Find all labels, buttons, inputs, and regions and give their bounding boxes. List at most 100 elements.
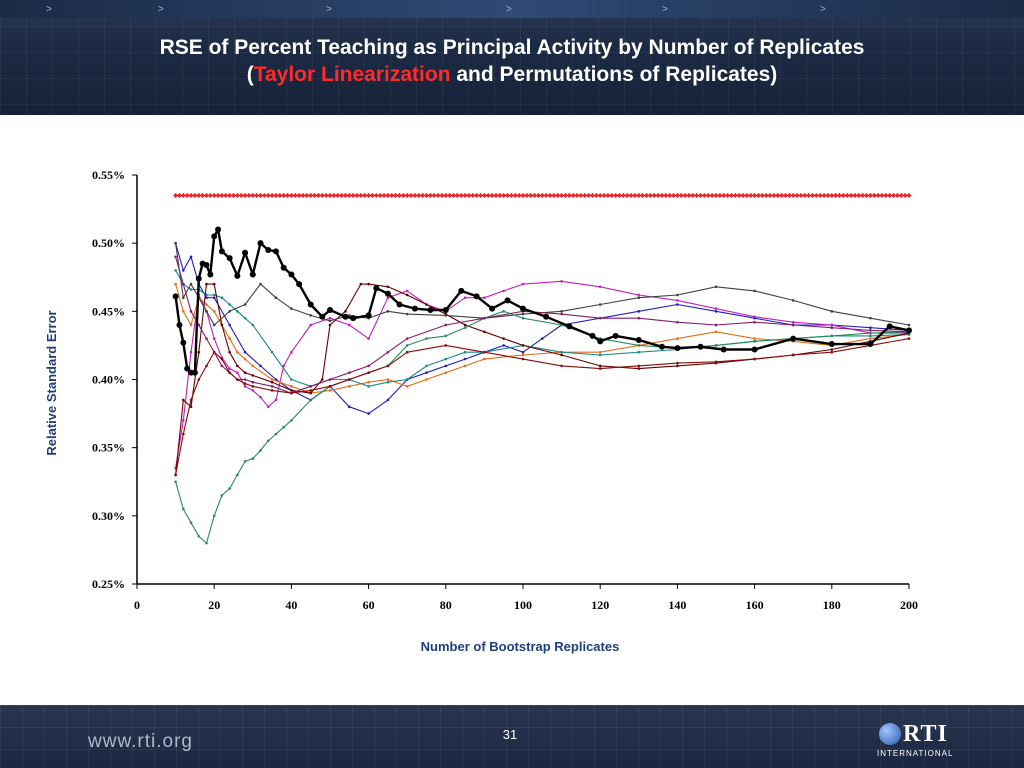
taylor-point — [196, 192, 202, 198]
series-4-point — [205, 303, 208, 306]
series-4-point — [251, 364, 255, 368]
series-7-point — [348, 314, 351, 317]
taylor-point — [505, 192, 511, 198]
series-6-point — [598, 364, 602, 368]
taylor-point — [281, 192, 287, 198]
series-3-point — [405, 289, 409, 293]
series-1-point — [172, 293, 179, 300]
series-9-point — [598, 316, 602, 320]
series-1-point — [327, 306, 333, 313]
series-9-point — [560, 312, 563, 316]
series-9-point — [483, 316, 486, 320]
series-9-point — [637, 316, 641, 320]
series-10-point — [405, 350, 409, 354]
series-1-point — [886, 323, 893, 330]
series-10-point — [228, 371, 231, 374]
series-3-point — [274, 398, 278, 402]
series-9-point — [189, 310, 193, 313]
taylor-point — [906, 192, 912, 198]
series-9-point — [270, 385, 274, 388]
taylor-point — [423, 192, 430, 198]
taylor-point — [246, 192, 252, 198]
series-6-point — [212, 282, 216, 286]
series-7-point — [205, 310, 208, 313]
series-1-point — [176, 321, 183, 328]
series-6-point — [637, 367, 641, 370]
taylor-point — [200, 192, 206, 198]
series-1-point — [249, 271, 256, 278]
series-10-point — [251, 385, 255, 388]
series-1-point — [828, 341, 835, 348]
taylor-point — [261, 192, 267, 198]
series-1-point — [520, 305, 526, 312]
title-highlight: Taylor Linearization — [253, 63, 451, 86]
taylor-point — [396, 192, 403, 198]
taylor-point — [207, 192, 213, 198]
taylor-point — [335, 192, 341, 198]
series-8-point — [205, 541, 208, 545]
series-3-point — [182, 419, 185, 422]
taylor-point — [466, 192, 472, 198]
series-1-point — [257, 240, 264, 247]
taylor-point — [227, 192, 233, 198]
taylor-point — [308, 192, 314, 198]
chart-axes: 0.25% 0.30% 0.35% 0.40% 0.45% 0.50% 0.55% 0 20 40… — [92, 168, 918, 612]
series-10-point — [386, 364, 390, 368]
series-layer — [172, 226, 912, 545]
taylor-point — [458, 192, 464, 198]
series-7-point — [259, 282, 262, 286]
series-5-point — [212, 293, 216, 297]
logo-text: RTI — [903, 721, 948, 747]
x-tick-label: 120 — [591, 598, 609, 612]
series-2-point — [521, 350, 525, 354]
series-6-point — [251, 374, 255, 377]
chevron-right-icon: > — [820, 4, 826, 15]
y-tick-label: 0.45% — [92, 304, 125, 318]
series-4-point — [753, 337, 756, 340]
series-2-point — [425, 371, 428, 374]
series-9-point — [830, 326, 834, 329]
series-5-point — [243, 316, 247, 320]
taylor-layer — [173, 192, 912, 198]
series-3-point — [348, 323, 351, 327]
series-9-point — [182, 282, 185, 286]
slide-footer: www.rti.org 31 RTI INTERNATIONAL — [0, 705, 1024, 768]
taylor-point — [474, 192, 480, 198]
series-1-point — [215, 226, 222, 233]
taylor-point — [358, 192, 364, 198]
series-1-point — [489, 305, 496, 312]
series-1-point — [697, 343, 704, 350]
series-10-point — [521, 357, 525, 361]
chevron-right-icon: > — [662, 4, 668, 15]
chevron-right-icon: > — [46, 4, 52, 15]
series-4-point — [367, 380, 370, 384]
series-2-point — [189, 255, 193, 259]
taylor-point — [427, 192, 433, 198]
series-8-point — [869, 331, 872, 335]
taylor-point — [493, 192, 499, 198]
taylor-point — [176, 192, 183, 198]
series-5-point — [444, 357, 448, 361]
series-7-point — [290, 307, 293, 310]
series-6-point — [830, 348, 834, 351]
series-6-point — [228, 350, 231, 354]
series-4-point — [348, 385, 351, 388]
series-6-point — [270, 380, 274, 384]
series-2-point — [637, 310, 641, 313]
series-7-point — [328, 319, 332, 323]
series-1-point — [458, 287, 465, 294]
series-6-point — [205, 282, 208, 286]
series-9-point — [220, 364, 224, 368]
series-3-point — [189, 350, 193, 354]
series-5-point — [251, 323, 255, 327]
series-8-point — [182, 507, 185, 511]
series-1-point — [504, 297, 511, 304]
series-line-3 — [175, 280, 909, 469]
series-8-point — [243, 460, 247, 463]
series-1-point — [319, 313, 326, 320]
taylor-point — [296, 192, 302, 198]
taylor-point — [385, 192, 391, 198]
logo-subtext: INTERNATIONAL — [877, 749, 954, 758]
series-1-point — [906, 327, 912, 334]
taylor-point — [284, 192, 291, 198]
